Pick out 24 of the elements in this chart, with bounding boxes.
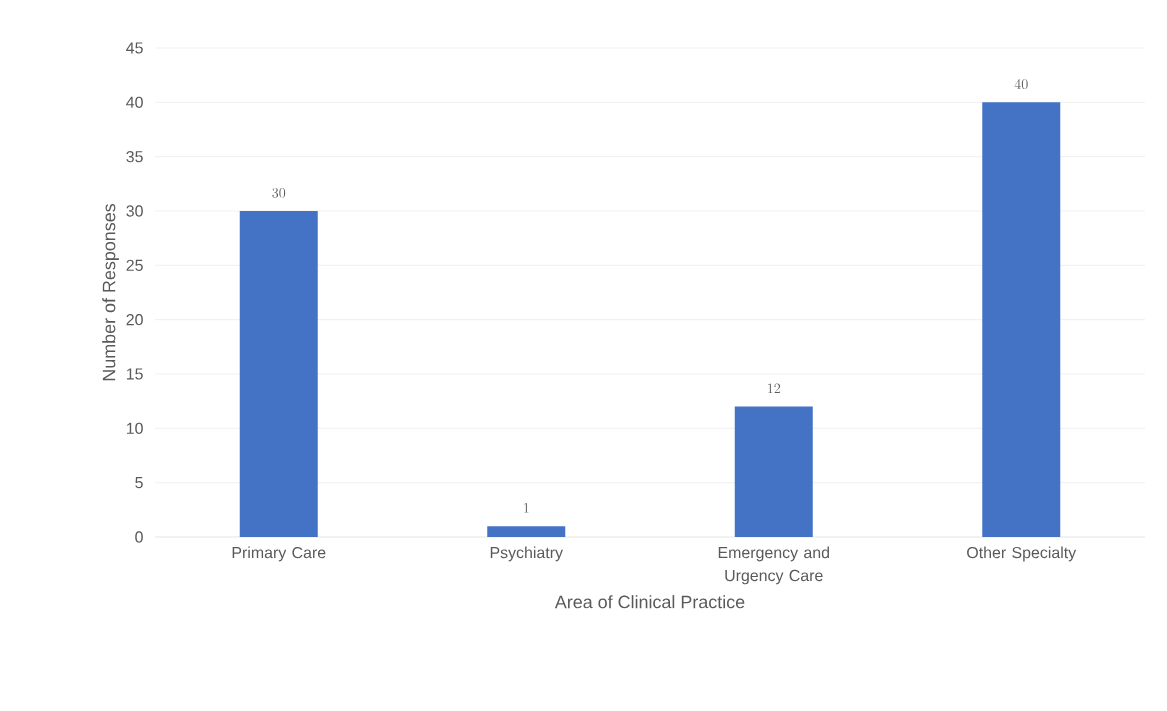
- data-label: 12: [768, 383, 781, 394]
- y-axis-title: Number of Responses: [102, 203, 119, 381]
- y-tick-label: 40: [126, 96, 143, 108]
- y-tick-label: 0: [135, 531, 143, 543]
- data-label: 40: [1014, 79, 1028, 90]
- x-tick-label: Psychiatry: [490, 546, 563, 562]
- y-tick-label: 35: [126, 151, 143, 163]
- bar: [734, 406, 813, 537]
- data-label: 30: [272, 187, 286, 198]
- y-tick-label: 15: [126, 368, 143, 380]
- bar: [982, 102, 1061, 537]
- y-tick-label: 20: [126, 314, 143, 326]
- data-label: 1: [524, 503, 529, 513]
- bar: [239, 211, 318, 537]
- y-tick-label: 5: [135, 477, 143, 489]
- x-axis-title: Area of Clinical Practice: [554, 595, 745, 609]
- x-tick-label: Primary Care: [232, 546, 326, 562]
- y-tick-label: 25: [126, 259, 143, 271]
- y-tick-label: 45: [126, 42, 143, 54]
- bar: [487, 526, 566, 537]
- x-tick-label: Other Specialty: [967, 546, 1077, 562]
- y-tick-label: 30: [126, 205, 143, 217]
- x-tick-label: Emergency and Urgency Care: [718, 546, 829, 585]
- y-tick-label: 10: [126, 422, 143, 434]
